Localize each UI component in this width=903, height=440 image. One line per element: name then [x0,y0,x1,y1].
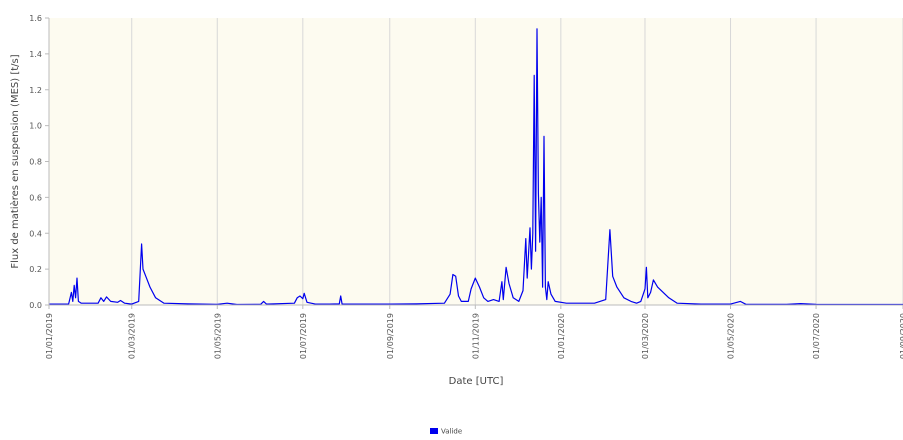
y-tick-label: 0.4 [29,229,42,238]
legend[interactable]: Valide [430,428,462,436]
y-axis-title: Flux de matières en suspension (MES) [t/… [9,54,21,268]
y-tick-labels: 0.0 0.2 0.4 0.6 0.8 1.0 1.2 1.4 1.6 [29,14,49,310]
legend-entry[interactable]: Valide [441,428,462,436]
x-tick-labels: 01/01/2019 01/03/2019 01/05/2019 01/07/2019… [45,305,903,359]
x-tick-label: 01/09/2020 [899,313,903,359]
x-tick-label: 01/07/2020 [812,313,821,359]
y-tick-label: 1.0 [29,122,42,131]
y-tick-label: 1.6 [29,14,42,23]
series-line-0 [49,28,903,306]
y-tick-label: 1.2 [29,86,42,95]
x-tick-label: 01/03/2020 [641,313,650,359]
x-tick-label: 01/01/2019 [45,313,54,359]
x-tick-label: 01/09/2019 [386,313,395,359]
x-axis-title: Date [UTC] [449,376,504,387]
x-tick-label: 01/01/2020 [557,313,566,359]
legend-swatch[interactable] [430,428,438,434]
gridlines [48,18,903,305]
x-tick-label: 01/11/2019 [471,313,480,359]
y-tick-label: 0.2 [29,265,42,274]
x-tick-label: 01/05/2020 [727,313,736,359]
y-tick-label: 0.0 [29,301,42,310]
y-tick-label: 1.4 [29,50,42,59]
x-tick-label: 01/05/2019 [213,313,222,359]
y-tick-label: 0.6 [29,193,42,202]
plot-background [49,18,903,305]
x-tick-label: 01/03/2019 [128,313,137,359]
series-layer [49,28,903,306]
x-tick-label: 01/07/2019 [299,313,308,359]
y-tick-label: 0.8 [29,158,42,167]
